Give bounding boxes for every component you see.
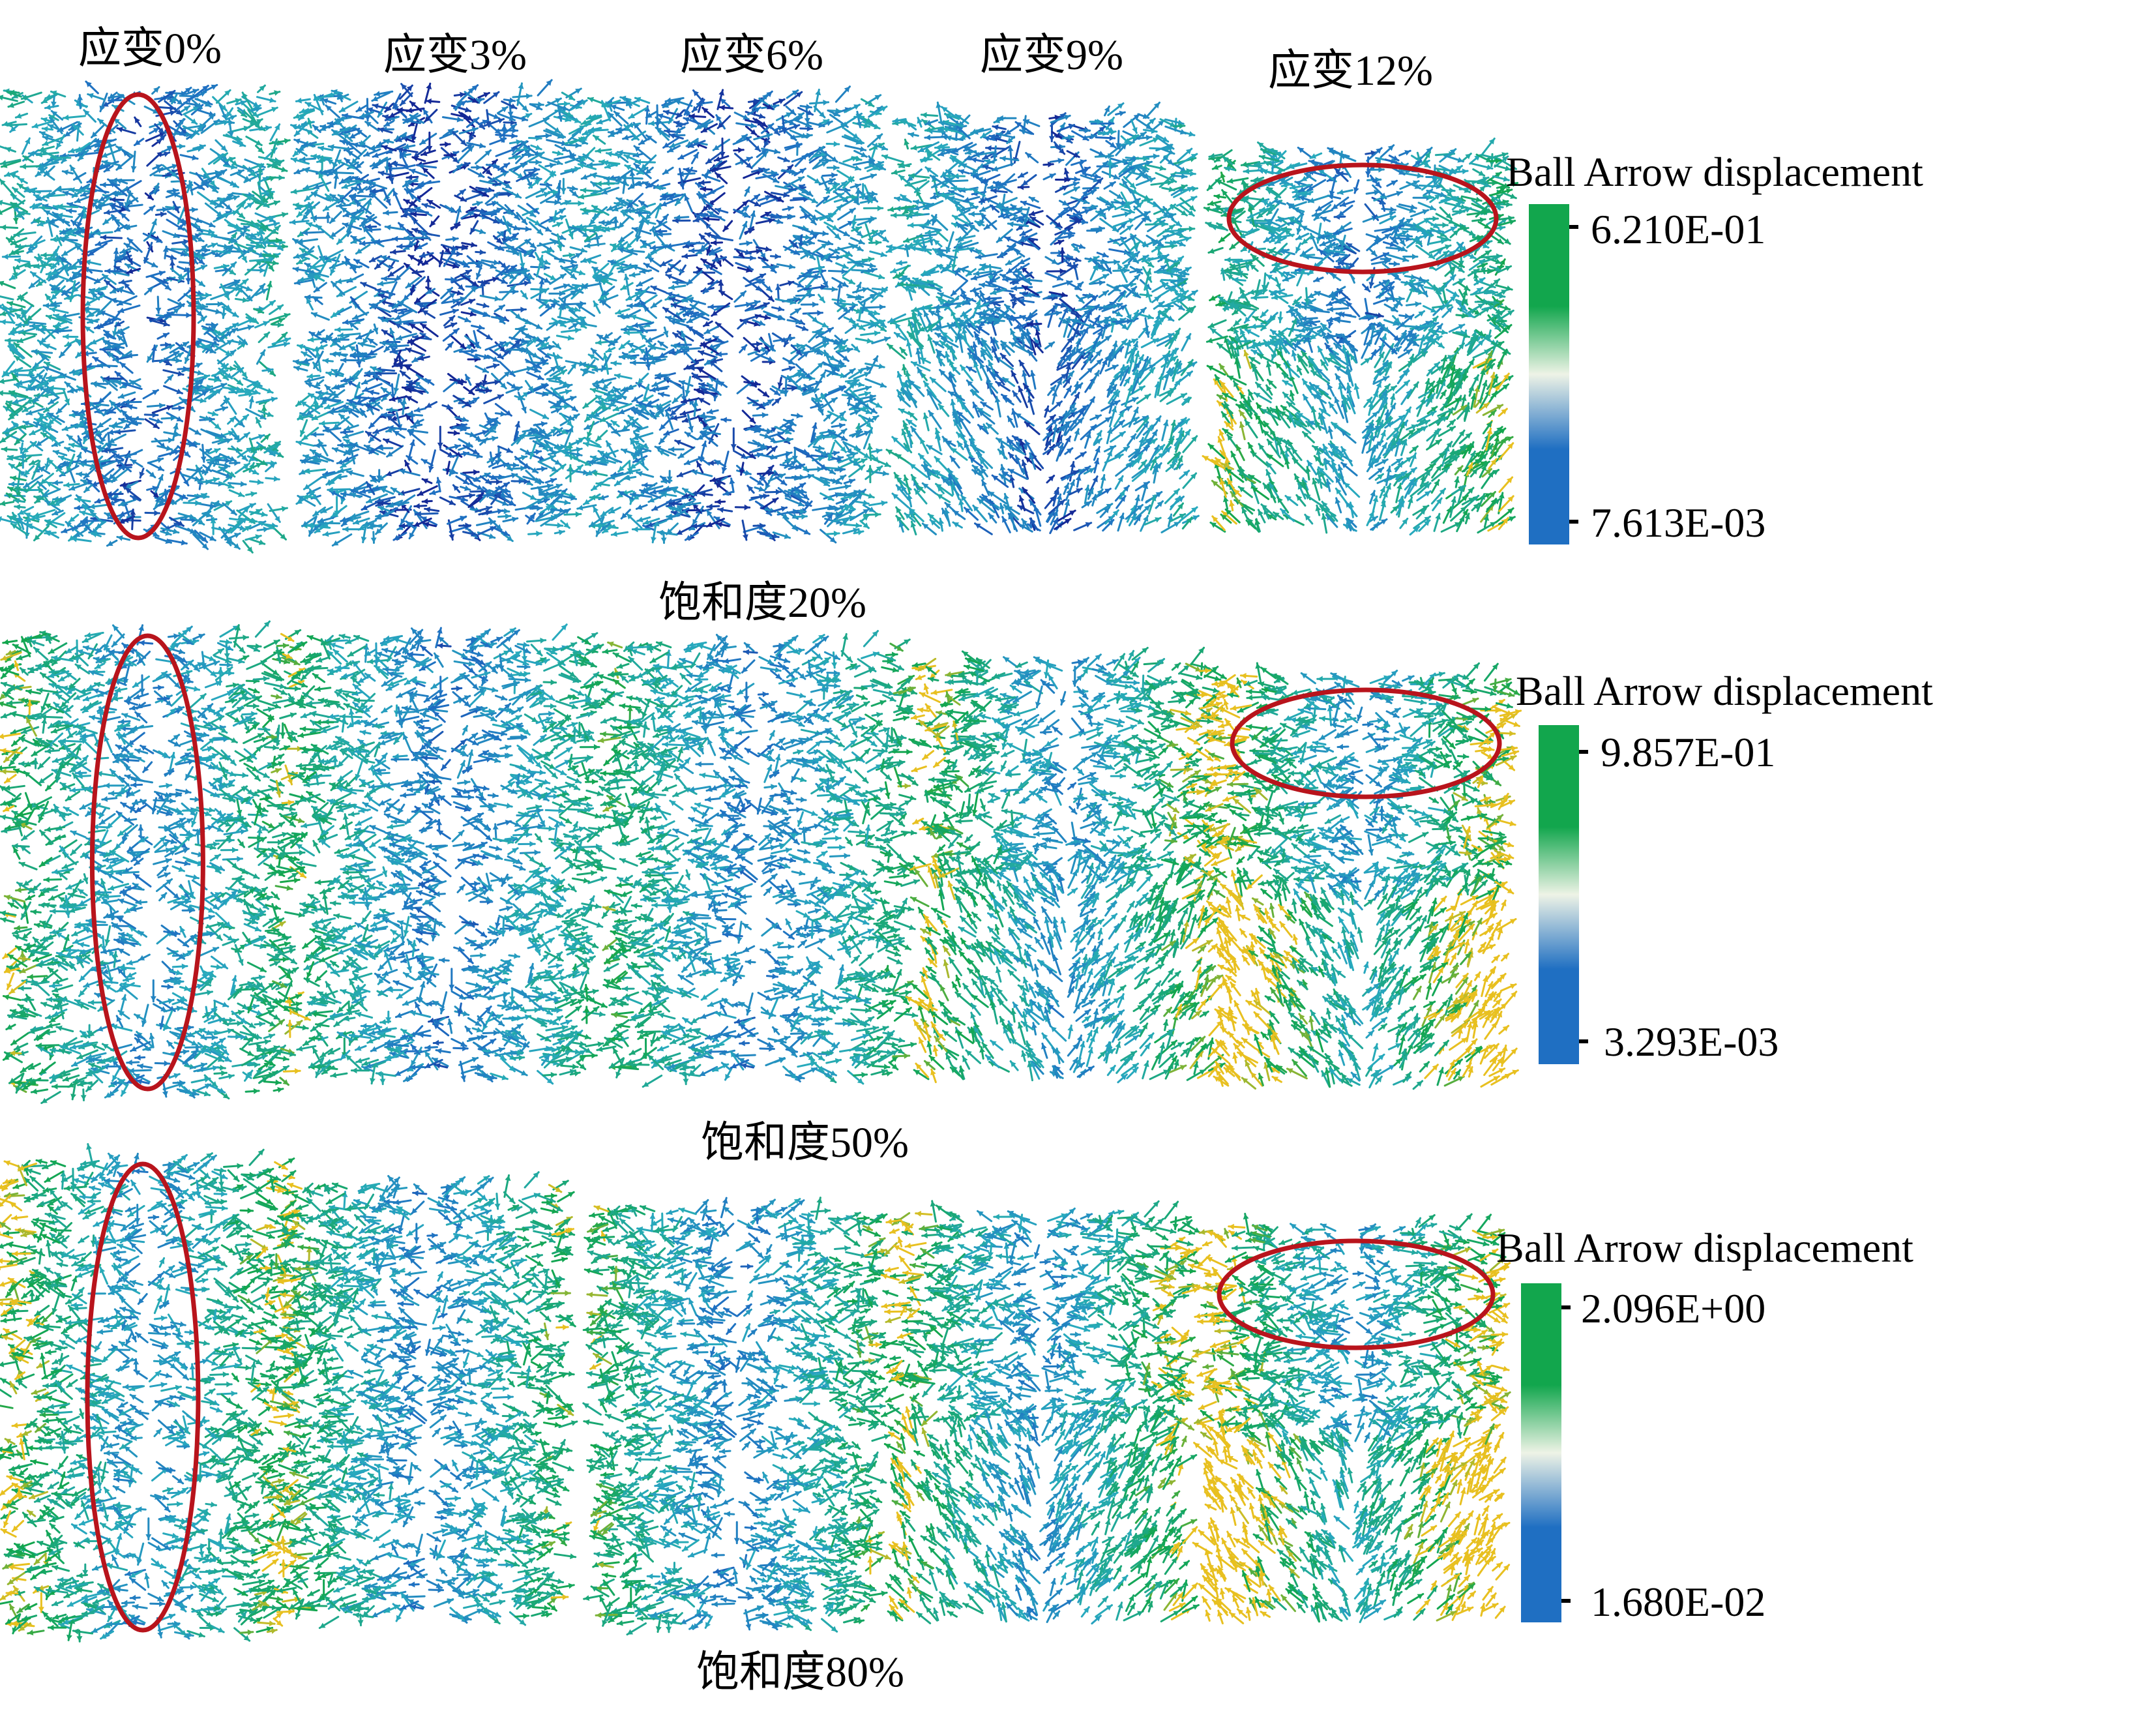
displacement-arrowhead — [52, 237, 57, 243]
displacement-figure: 应变0% 应变3% 应变6% 应变9% 应变12% 饱和度20% 饱和度50% … — [0, 0, 2156, 1713]
displacement-arrowhead — [1, 319, 6, 325]
displacement-arrowhead — [101, 182, 106, 188]
displacement-arrowhead — [69, 187, 74, 193]
displacement-arrowhead — [32, 349, 37, 355]
displacement-arrowhead — [42, 126, 48, 132]
displacement-arrowhead — [192, 207, 197, 213]
displacement-arrowhead — [21, 164, 26, 170]
displacement-arrowhead — [101, 235, 106, 241]
displacement-arrowhead — [186, 312, 191, 318]
displacement-arrowhead — [13, 218, 19, 223]
arrow-panel-row1-strain0 — [0, 82, 290, 552]
displacement-arrowhead — [201, 456, 207, 462]
displacement-arrowhead — [155, 308, 161, 313]
displacement-arrowhead — [185, 278, 191, 284]
displacement-arrowhead — [113, 248, 119, 254]
displacement-arrowhead — [9, 481, 14, 487]
displacement-arrowhead — [131, 166, 137, 171]
displacement-arrowhead — [282, 243, 287, 249]
displacement-arrowhead — [179, 143, 185, 149]
displacement-arrowhead — [170, 260, 175, 265]
displacement-arrowhead — [0, 378, 5, 384]
arrow-plots-canvas — [0, 0, 2156, 1713]
displacement-arrowhead — [261, 406, 267, 411]
displacement-arrowhead — [0, 390, 3, 396]
displacement-arrowhead — [259, 267, 265, 273]
displacement-arrowhead — [159, 403, 164, 409]
displacement-arrow — [0, 295, 13, 299]
displacement-arrowhead — [63, 334, 68, 340]
displacement-arrowhead — [274, 476, 279, 482]
displacement-arrow — [0, 144, 14, 151]
displacement-arrowhead — [75, 505, 80, 511]
displacement-arrowhead — [15, 504, 20, 510]
displacement-arrowhead — [278, 175, 284, 181]
displacement-arrowhead — [65, 482, 70, 488]
displacement-arrowhead — [53, 480, 58, 486]
displacement-arrowhead — [2, 447, 7, 453]
displacement-arrowhead — [178, 406, 183, 411]
displacement-arrowhead — [278, 322, 283, 328]
displacement-arrowhead — [241, 481, 246, 487]
displacement-arrowhead — [6, 338, 11, 344]
displacement-arrowhead — [77, 471, 83, 477]
displacement-arrowhead — [3, 254, 8, 260]
